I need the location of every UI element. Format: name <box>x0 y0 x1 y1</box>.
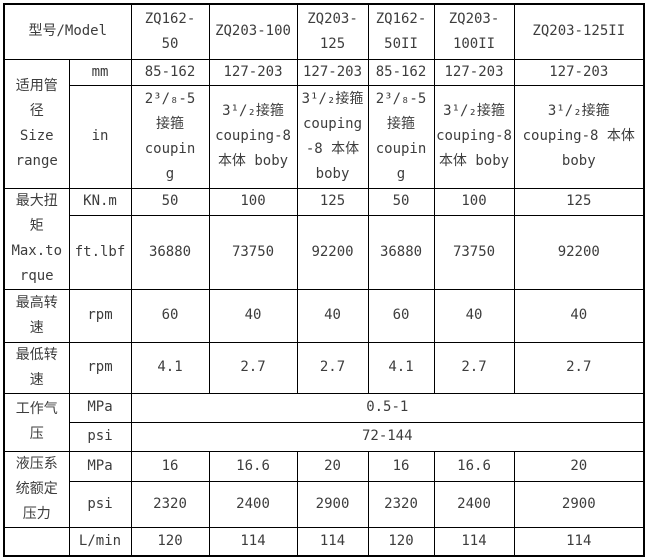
value-cell: 4.1 <box>130 341 210 394</box>
value-cell: 125 <box>296 187 369 217</box>
value-cell: 3¹/₂接箍 couping-8 本体 boby <box>433 84 515 189</box>
row-label-flow-empty <box>3 526 70 557</box>
value-cell: 60 <box>130 288 210 343</box>
unit-cell: KN.m <box>68 187 132 217</box>
unit-cell: L/min <box>68 526 132 557</box>
value-cell: 92200 <box>513 215 645 290</box>
value-cell: 2900 <box>296 480 369 528</box>
value-cell: 127-203 <box>208 58 298 86</box>
value-cell: 36880 <box>367 215 435 290</box>
value-cell: 2.7 <box>296 341 369 394</box>
value-cell: 120 <box>367 526 435 557</box>
model-cell: ZQ203- 100II <box>433 3 515 60</box>
table-row: 最大扭 矩 Max.to rque KN.m 50 100 125 50 100… <box>3 187 645 290</box>
unit-cell: MPa <box>68 450 132 482</box>
value-cell: 2.7 <box>208 341 298 394</box>
value-cell: 60 <box>367 288 435 343</box>
table-row: ft.lbf 36880 73750 92200 36880 73750 922… <box>4 215 645 290</box>
value-cell: 20 <box>513 450 645 482</box>
table-row: 工作气 压 MPa 0.5-1 <box>3 392 645 452</box>
value-cell: 40 <box>208 288 298 343</box>
value-cell: 100 <box>433 187 515 217</box>
row-label-hydraulic-pressure: 液压系 统额定 压力 <box>3 450 70 528</box>
value-cell: 40 <box>433 288 515 343</box>
value-cell: 92200 <box>296 215 369 290</box>
model-cell: ZQ203- 125 <box>296 3 369 60</box>
value-cell-merged: 72-144 <box>130 421 645 452</box>
value-cell: 114 <box>433 526 515 557</box>
unit-cell: rpm <box>68 288 132 343</box>
unit-cell: psi <box>68 421 132 452</box>
table-row: L/min 120 114 114 120 114 114 <box>3 526 645 557</box>
value-cell: 3¹/₂接箍 couping-8 本体 boby <box>513 84 645 189</box>
value-cell: 16.6 <box>208 450 298 482</box>
value-cell: 2320 <box>367 480 435 528</box>
value-cell: 36880 <box>130 215 210 290</box>
value-cell: 16 <box>130 450 210 482</box>
table-row: in 2³/₈-5 接箍 coupin g 3¹/₂接箍 couping-8 本… <box>4 84 645 189</box>
value-cell: 2320 <box>130 480 210 528</box>
row-label-air-pressure: 工作气 压 <box>3 392 70 452</box>
spec-table: 型号/Model ZQ162- 50 ZQ203-100 ZQ203- 125 … <box>3 3 646 557</box>
model-header-label: 型号/Model <box>3 3 132 60</box>
value-cell: 127-203 <box>433 58 515 86</box>
value-cell: 50 <box>367 187 435 217</box>
value-cell: 2.7 <box>513 341 645 394</box>
value-cell: 114 <box>513 526 645 557</box>
value-cell: 20 <box>296 450 369 482</box>
unit-cell: mm <box>68 58 132 86</box>
table-row: psi 2320 2400 2900 2320 2400 2900 <box>4 480 645 528</box>
value-cell: 85-162 <box>367 58 435 86</box>
unit-cell: in <box>68 84 132 189</box>
row-label-max-torque: 最大扭 矩 Max.to rque <box>3 187 70 290</box>
row-label-max-speed: 最高转 速 <box>3 288 70 343</box>
unit-cell: psi <box>68 480 132 528</box>
value-cell: 2400 <box>433 480 515 528</box>
value-cell: 4.1 <box>367 341 435 394</box>
value-cell: 2400 <box>208 480 298 528</box>
value-cell: 2.7 <box>433 341 515 394</box>
value-cell: 100 <box>208 187 298 217</box>
value-cell: 120 <box>130 526 210 557</box>
value-cell: 40 <box>296 288 369 343</box>
value-cell: 125 <box>513 187 645 217</box>
value-cell: 2³/₈-5 接箍 coupin g <box>367 84 435 189</box>
model-cell: ZQ162- 50II <box>367 3 435 60</box>
value-cell: 2³/₈-5 接箍 coupin g <box>130 84 210 189</box>
value-cell: 50 <box>130 187 210 217</box>
model-cell: ZQ203-100 <box>208 3 298 60</box>
value-cell: 2900 <box>513 480 645 528</box>
value-cell: 40 <box>513 288 645 343</box>
value-cell: 3¹/₂接箍 couping -8 本体 boby <box>296 84 369 189</box>
value-cell: 73750 <box>433 215 515 290</box>
value-cell: 127-203 <box>296 58 369 86</box>
row-label-min-speed: 最低转 速 <box>3 341 70 394</box>
value-cell: 3¹/₂接箍 couping-8 本体 boby <box>208 84 298 189</box>
unit-cell: rpm <box>68 341 132 394</box>
table-row: 最高转 速 rpm 60 40 40 60 40 40 <box>3 288 645 343</box>
unit-cell: MPa <box>68 392 132 423</box>
row-label-size-range: 适用管 径 Size range <box>3 58 70 189</box>
value-cell: 16 <box>367 450 435 482</box>
model-cell: ZQ162- 50 <box>130 3 210 60</box>
table-row: psi 72-144 <box>4 421 645 452</box>
table-row: 液压系 统额定 压力 MPa 16 16.6 20 16 16.6 20 <box>3 450 645 528</box>
value-cell: 73750 <box>208 215 298 290</box>
table-row: 最低转 速 rpm 4.1 2.7 2.7 4.1 2.7 2.7 <box>3 341 645 394</box>
unit-cell: ft.lbf <box>68 215 132 290</box>
table-row: 型号/Model ZQ162- 50 ZQ203-100 ZQ203- 125 … <box>3 3 645 60</box>
model-cell: ZQ203-125II <box>513 3 645 60</box>
table-row: 适用管 径 Size range mm 85-162 127-203 127-2… <box>3 58 645 189</box>
value-cell-merged: 0.5-1 <box>130 392 645 423</box>
value-cell: 114 <box>296 526 369 557</box>
value-cell: 114 <box>208 526 298 557</box>
value-cell: 85-162 <box>130 58 210 86</box>
value-cell: 16.6 <box>433 450 515 482</box>
value-cell: 127-203 <box>513 58 645 86</box>
